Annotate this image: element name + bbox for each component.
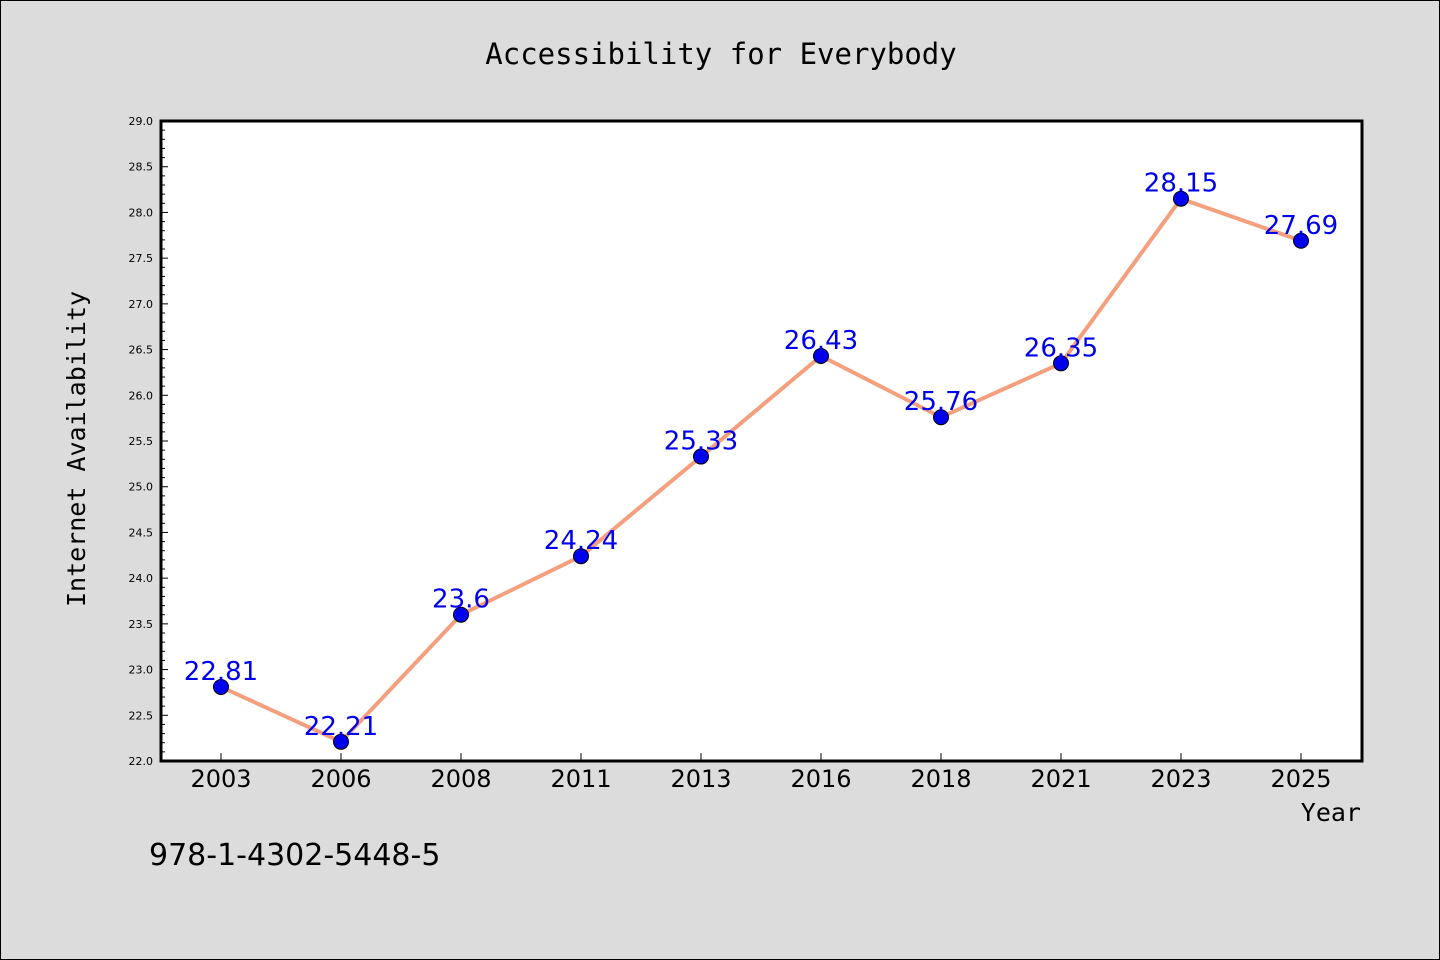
y-tick-label: 22.0	[129, 755, 154, 768]
y-tick-label: 28.0	[129, 206, 154, 219]
data-point	[813, 347, 829, 364]
y-tick-label: 28.5	[129, 161, 154, 174]
x-tick-label: 2006	[310, 765, 371, 793]
chart-title: Accessibility for Everybody	[485, 37, 956, 71]
data-label: 24.24	[544, 526, 618, 556]
data-label: 26.35	[1024, 333, 1098, 363]
data-label: 22.21	[304, 712, 378, 742]
data-point	[933, 409, 949, 426]
x-tick-label: 2008	[430, 765, 491, 793]
y-axis: 22.0 22.5 23.0 23.5 24.0 24.5 25.0 25.5 26.0 26.5…	[129, 115, 168, 768]
x-axis-label: Year	[1301, 798, 1361, 827]
x-tick-label: 2023	[1150, 765, 1211, 793]
data-label: 22.81	[184, 657, 258, 687]
x-tick-label: 2016	[790, 765, 851, 793]
y-axis-label: Internet Availability	[62, 291, 91, 607]
x-tick-label: 2025	[1270, 765, 1331, 793]
y-tick-label: 23.5	[129, 618, 154, 631]
data-point	[573, 548, 589, 565]
y-tick-label: 24.5	[129, 526, 154, 539]
data-point	[213, 678, 229, 695]
y-tick-label: 24.0	[129, 572, 154, 585]
y-tick-label: 27.5	[129, 252, 154, 265]
data-label: 25.76	[904, 387, 978, 417]
data-point	[1053, 355, 1069, 372]
data-point	[693, 448, 709, 465]
x-tick-label: 2018	[910, 765, 971, 793]
data-label: 27.69	[1264, 211, 1338, 241]
y-tick-label: 26.5	[129, 344, 154, 357]
y-tick-label: 23.0	[129, 664, 154, 677]
x-tick-label: 2013	[670, 765, 731, 793]
series-layer	[213, 190, 1309, 750]
data-label: 25.33	[664, 427, 738, 457]
data-point	[1173, 190, 1189, 207]
y-tick-label: 22.5	[129, 709, 154, 722]
data-label: 23.6	[432, 585, 490, 615]
x-tick-label: 2003	[190, 765, 251, 793]
data-point	[333, 733, 349, 750]
y-tick-label: 27.0	[129, 298, 154, 311]
plot-area	[159, 119, 1364, 763]
data-labels-layer: 22.81 22.21 23.6 24.24 25.33 26.43 25.76 26.35 2…	[184, 169, 1338, 742]
y-tick-label: 25.0	[129, 481, 154, 494]
x-tick-label: 2021	[1030, 765, 1091, 793]
x-tick-label: 2011	[550, 765, 611, 793]
series-line	[219, 196, 1303, 744]
data-point	[1293, 232, 1309, 249]
data-point	[453, 606, 469, 623]
data-label: 26.43	[784, 326, 858, 356]
x-axis: 2003 2006 2008 2011 2013 2016 2018 2021 2023 2025	[190, 753, 1332, 793]
y-tick-label: 25.5	[129, 435, 154, 448]
y-tick-label: 26.0	[129, 389, 154, 402]
y-tick-label: 29.0	[129, 115, 154, 128]
data-label: 28.15	[1144, 169, 1218, 199]
isbn-text: 978-1-4302-5448-5	[149, 838, 440, 873]
